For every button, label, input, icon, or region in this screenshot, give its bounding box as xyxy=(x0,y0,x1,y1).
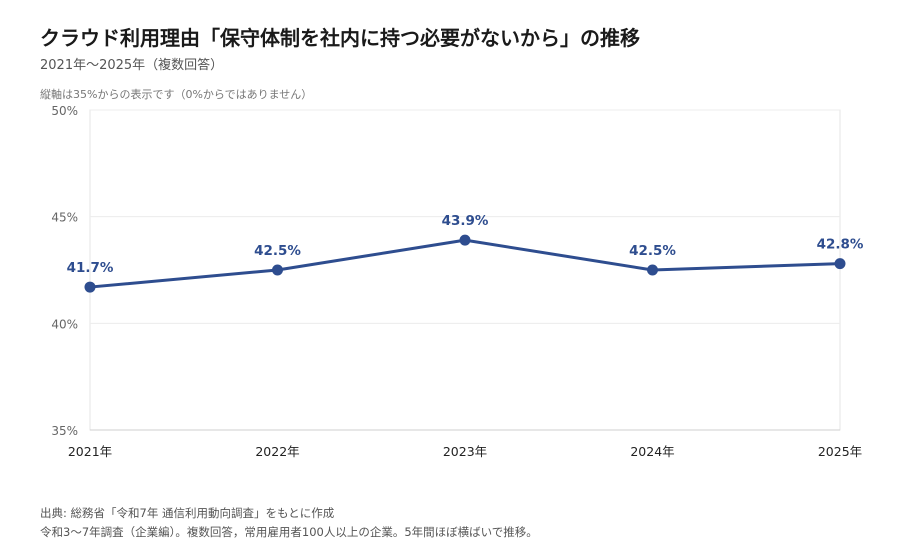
chart-footer: 出典: 総務省「令和7年 通信利用動向調査」をもとに作成 令和3〜7年調査（企業… xyxy=(40,504,538,542)
y-tick-label: 50% xyxy=(51,104,78,118)
line-chart: 35% 40% 45% 50% 2021年 2022年 2023年 2024年 2025年 41… xyxy=(51,104,864,459)
source-note: 出典: 総務省「令和7年 通信利用動向調査」をもとに作成 xyxy=(40,506,335,520)
plot-frame xyxy=(89,109,841,431)
data-label: 42.8% xyxy=(817,237,864,253)
data-point xyxy=(459,234,471,246)
data-point xyxy=(84,281,96,293)
y-tick-label: 45% xyxy=(51,211,78,225)
x-tick-label: 2025年 xyxy=(818,444,862,459)
data-label: 42.5% xyxy=(629,243,676,259)
y-tick-label: 40% xyxy=(51,317,78,331)
x-tick-label: 2021年 xyxy=(68,444,112,459)
x-tick-label: 2024年 xyxy=(630,444,674,459)
data-point xyxy=(647,264,658,276)
method-note: 令和3〜7年調査（企業編）。複数回答，常用雇用者100人以上の企業。5年間ほぼ横… xyxy=(40,525,538,539)
data-point xyxy=(834,258,846,270)
x-tick-label: 2023年 xyxy=(443,444,487,459)
data-label: 41.7% xyxy=(67,260,114,276)
data-point xyxy=(272,264,283,276)
data-label: 43.9% xyxy=(442,213,489,229)
axis-note: 縦軸は35%からの表示です（0%からではありません） xyxy=(40,88,313,101)
chart-title: クラウド利用理由「保守体制を社内に持つ必要がないから」の推移 xyxy=(40,26,640,50)
y-tick-label: 35% xyxy=(51,424,78,438)
x-tick-label: 2022年 xyxy=(255,444,299,459)
data-label: 42.5% xyxy=(254,243,301,259)
series-line xyxy=(88,238,842,289)
chart-subtitle: 2021年〜2025年（複数回答） xyxy=(40,58,224,73)
